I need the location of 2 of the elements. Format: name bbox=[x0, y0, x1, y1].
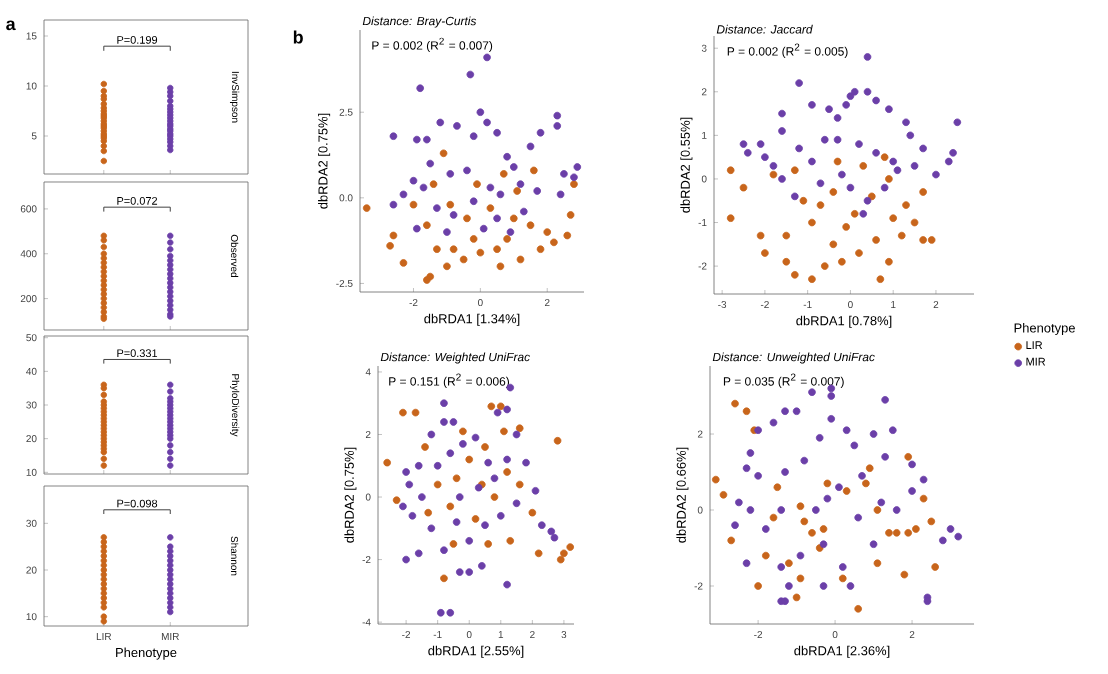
text: b bbox=[293, 30, 303, 44]
text: a bbox=[6, 20, 16, 31]
